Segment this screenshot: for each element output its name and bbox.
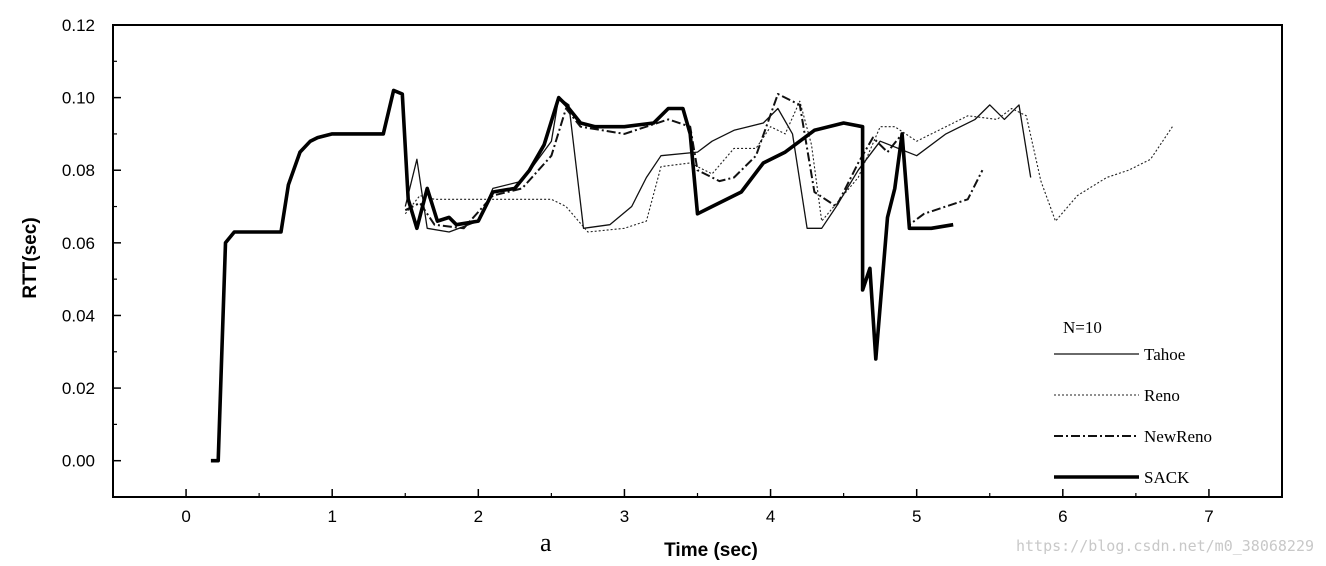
y-tick-label: 0.06 — [62, 234, 95, 253]
x-tick-label: 6 — [1058, 507, 1067, 526]
tick-labels: 0 1 2 3 4 5 6 7 0.00 0.02 0.04 0.06 0.08 0.10 0.12 — [62, 16, 1214, 526]
x-tick-label: 4 — [766, 507, 775, 526]
y-axis-title: RTT(sec) — [20, 217, 41, 298]
y-tick-label: 0.02 — [62, 379, 95, 398]
x-tick-label: 3 — [620, 507, 629, 526]
x-tick-label: 2 — [474, 507, 483, 526]
y-tick-label: 0.12 — [62, 16, 95, 35]
x-tick-label: 1 — [327, 507, 336, 526]
legend-label-sack: SACK — [1144, 468, 1190, 487]
legend-label-reno: Reno — [1144, 386, 1180, 405]
y-tick-label: 0.04 — [62, 306, 95, 325]
x-tick-label: 0 — [181, 507, 190, 526]
tick-marks — [112, 24, 1283, 498]
plot-frame — [112, 24, 1283, 498]
axes — [112, 24, 1283, 498]
legend: N=10 Tahoe Reno NewReno SACK — [1054, 318, 1212, 487]
series-line-reno — [404, 100, 1173, 233]
x-axis-title: Time (sec) — [664, 540, 758, 561]
series-line-tahoe — [404, 96, 1032, 233]
y-tick-label: 0.10 — [62, 89, 95, 108]
panel-label: a — [540, 528, 552, 557]
y-tick-label: 0.00 — [62, 452, 95, 471]
x-tick-label: 5 — [912, 507, 921, 526]
watermark-text: https://blog.csdn.net/m0_38068229 — [1016, 537, 1314, 555]
series-line-newreno — [404, 93, 984, 230]
series-lines — [210, 88, 1173, 463]
legend-title: N=10 — [1063, 318, 1102, 337]
series-line-sack — [210, 88, 954, 463]
x-tick-label: 7 — [1204, 507, 1213, 526]
legend-label-newreno: NewReno — [1144, 427, 1212, 446]
y-tick-label: 0.08 — [62, 161, 95, 180]
legend-label-tahoe: Tahoe — [1144, 345, 1185, 364]
